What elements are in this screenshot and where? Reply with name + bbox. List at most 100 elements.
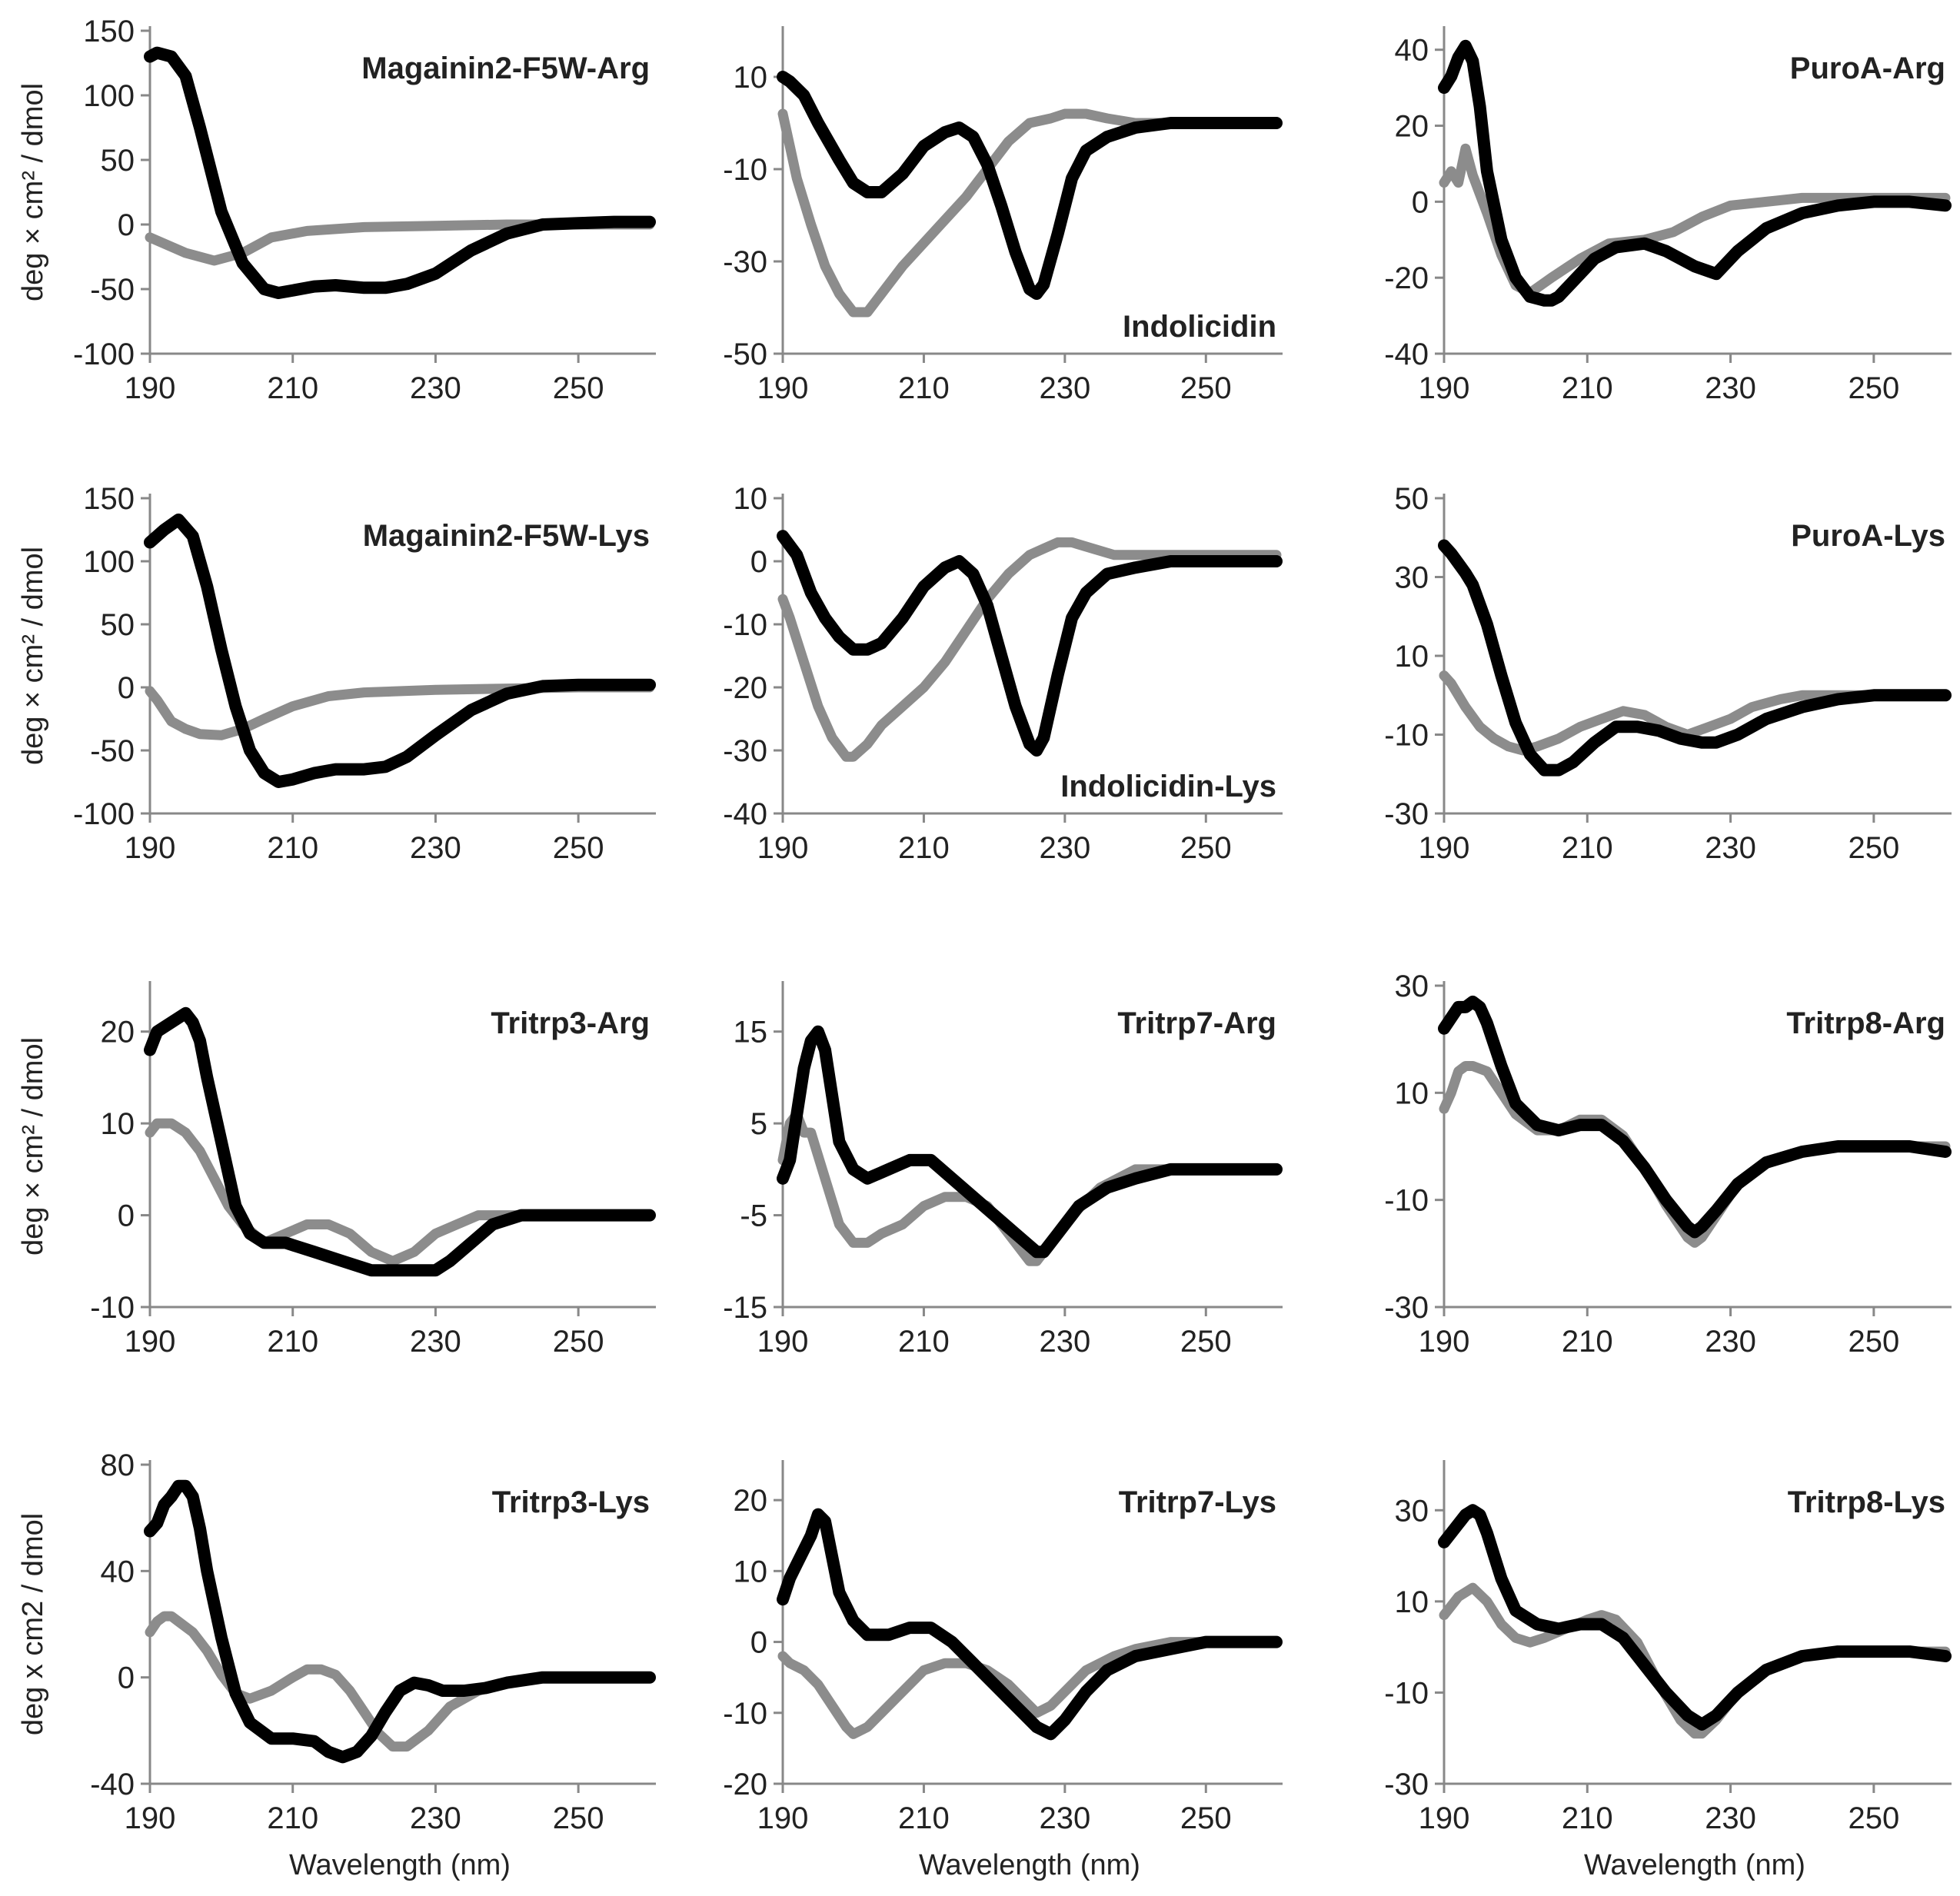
y-tick-label: 10 xyxy=(1395,1076,1429,1110)
y-tick-label: 50 xyxy=(101,144,135,178)
y-tick-label: 50 xyxy=(101,608,135,642)
x-tick-label: 210 xyxy=(1562,1325,1613,1359)
panel-tritrp8-arg: -30 -10 10 30 190 210 230 250 Tritrp8-Arg xyxy=(1384,970,1952,1359)
x-tick-label: 230 xyxy=(410,831,461,865)
x-tick-label: 210 xyxy=(267,1801,318,1835)
panel-title: Tritrp3-Lys xyxy=(492,1485,650,1519)
y-tick-label: -10 xyxy=(723,1697,767,1731)
y-tick-label: -40 xyxy=(1384,338,1429,371)
y-tick-label: -5 xyxy=(740,1199,767,1233)
series-black-line xyxy=(777,71,1283,300)
y-tick-label: 10 xyxy=(734,1555,768,1588)
y-tick-label: 0 xyxy=(118,208,135,242)
y-tick-label: -10 xyxy=(723,153,767,187)
y-tick-label: -30 xyxy=(723,734,767,768)
x-tick-label: 190 xyxy=(1419,1325,1470,1359)
y-tick-label: -15 xyxy=(723,1291,767,1325)
series-gray-line xyxy=(1439,143,1951,298)
x-tick-label: 210 xyxy=(898,831,950,865)
y-tick-label: -30 xyxy=(1384,1291,1429,1325)
y-tick-label: -30 xyxy=(1384,797,1429,831)
y-tick-label: 0 xyxy=(118,1199,135,1233)
y-tick-label: -50 xyxy=(90,273,135,307)
panel-title: Tritrp7-Arg xyxy=(1117,1006,1276,1040)
y-tick-label: 10 xyxy=(1395,640,1429,674)
y-axis-label: deg × cm² / dmol xyxy=(17,83,49,301)
y-tick-label: -30 xyxy=(1384,1768,1429,1801)
series-black-line xyxy=(1438,1504,1952,1731)
x-tick-label: 190 xyxy=(1419,1801,1470,1835)
series-black-line xyxy=(144,1006,656,1277)
x-tick-label: 190 xyxy=(125,1325,176,1359)
series-black-line xyxy=(777,1025,1283,1259)
panel-title: Tritrp8-Lys xyxy=(1788,1485,1945,1519)
series-black-line xyxy=(1438,539,1952,777)
x-axis-label: Wavelength (nm) xyxy=(919,1849,1140,1881)
y-tick-label: 10 xyxy=(101,1107,135,1141)
x-tick-label: 190 xyxy=(757,1801,809,1835)
y-tick-label: 5 xyxy=(750,1107,767,1141)
y-tick-label: 30 xyxy=(1395,970,1429,1003)
x-tick-label: 250 xyxy=(1848,1801,1899,1835)
y-tick-label: 0 xyxy=(118,671,135,705)
x-tick-label: 210 xyxy=(267,1325,318,1359)
y-tick-label: -10 xyxy=(90,1291,135,1325)
x-tick-label: 210 xyxy=(267,371,318,405)
series-gray-line xyxy=(1439,1061,1951,1248)
series-black-line xyxy=(1438,39,1952,307)
x-tick-label: 190 xyxy=(125,831,176,865)
x-tick-label: 250 xyxy=(1848,831,1899,865)
panel-magainin2-f5w-arg: -100 -50 0 50 100 150 190 210 230 250 Magainin2-F5… xyxy=(17,15,656,405)
panel-title: PuroA-Arg xyxy=(1790,52,1945,85)
panel-tritrp3-lys: -40 0 40 80 190 210 230 250 Tritrp3-Lys deg x cm2… xyxy=(17,1449,656,1881)
y-tick-label: 20 xyxy=(1395,110,1429,144)
panel-title: PuroA-Lys xyxy=(1791,519,1945,553)
x-tick-label: 250 xyxy=(553,371,604,405)
y-tick-label: 80 xyxy=(101,1449,135,1482)
panel-title: Tritrp7-Lys xyxy=(1119,1485,1276,1519)
series-black-line xyxy=(144,513,656,788)
series-black-line xyxy=(777,530,1283,757)
x-tick-label: 210 xyxy=(898,1801,950,1835)
series-gray-line xyxy=(145,682,655,740)
series-gray-line xyxy=(777,537,1282,762)
x-tick-label: 230 xyxy=(410,1325,461,1359)
x-tick-label: 230 xyxy=(1705,371,1756,405)
y-tick-label: -10 xyxy=(1384,1184,1429,1218)
y-tick-label: -50 xyxy=(723,338,767,371)
y-tick-label: 20 xyxy=(101,1016,135,1049)
y-tick-label: -40 xyxy=(90,1768,135,1801)
y-tick-label: 100 xyxy=(83,545,135,579)
y-tick-label: 0 xyxy=(750,545,767,579)
y-tick-label: -100 xyxy=(73,797,135,831)
series-black-line xyxy=(144,46,656,299)
y-tick-label: 0 xyxy=(1412,185,1429,219)
x-tick-label: 210 xyxy=(898,1325,950,1359)
y-tick-label: 20 xyxy=(734,1484,768,1518)
panel-title: Tritrp3-Arg xyxy=(491,1006,650,1040)
series-gray-line xyxy=(777,1109,1282,1266)
x-tick-label: 190 xyxy=(125,1801,176,1835)
x-tick-label: 250 xyxy=(1180,1801,1232,1835)
x-tick-label: 250 xyxy=(1848,371,1899,405)
x-tick-label: 190 xyxy=(1419,371,1470,405)
x-tick-label: 190 xyxy=(757,1325,809,1359)
x-tick-label: 230 xyxy=(1039,371,1090,405)
panel-title: Indolicidin-Lys xyxy=(1060,770,1276,803)
y-tick-label: 40 xyxy=(101,1555,135,1588)
x-tick-label: 250 xyxy=(553,831,604,865)
y-tick-label: 40 xyxy=(1395,34,1429,68)
x-tick-label: 230 xyxy=(410,371,461,405)
x-tick-label: 230 xyxy=(1705,1801,1756,1835)
y-tick-label: 10 xyxy=(734,61,768,95)
panel-indolicidin-lys: -40 -30 -20 -10 0 10 190 210 230 250 Indolicidin-L… xyxy=(723,482,1283,865)
x-tick-label: 230 xyxy=(1039,1801,1090,1835)
panel-tritrp7-lys: -20 -10 0 10 20 190 210 230 250 Tritrp7-Lys Wavele… xyxy=(723,1460,1283,1881)
y-tick-label: 10 xyxy=(734,482,768,516)
y-tick-label: -50 xyxy=(90,734,135,768)
x-tick-label: 210 xyxy=(1562,831,1613,865)
x-tick-label: 190 xyxy=(757,831,809,865)
panel-puroa-arg: -40 -20 0 20 40 190 210 230 250 PuroA-Arg xyxy=(1384,26,1952,405)
y-tick-label: -20 xyxy=(1384,261,1429,295)
y-tick-label: -20 xyxy=(723,1768,767,1801)
